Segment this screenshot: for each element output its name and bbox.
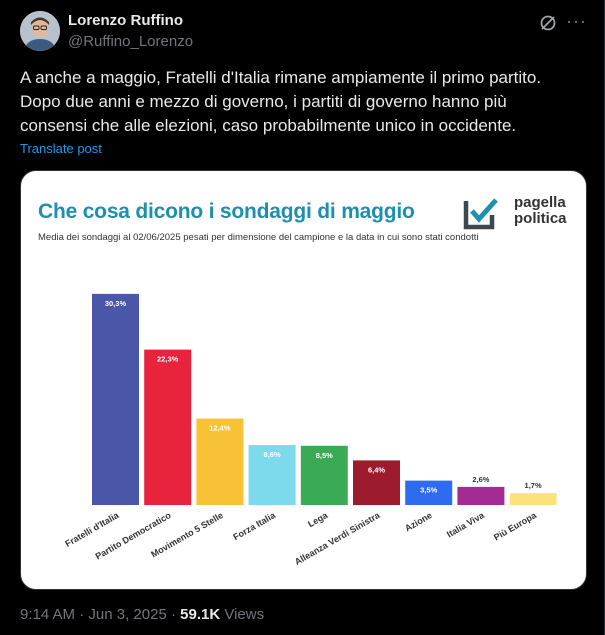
data-label: 22,3% (157, 355, 179, 364)
logo-line2: politica (514, 210, 567, 227)
translate-link[interactable]: Translate post (20, 141, 102, 156)
category-label: Alleanza Verdi Sinistra (293, 510, 382, 567)
tweet-footer: 9:14 AM · Jun 3, 2025 · 59.1K Views (20, 606, 264, 623)
bar (144, 349, 192, 505)
data-label: 12,4% (209, 424, 231, 433)
avatar-image (20, 11, 60, 51)
media-image[interactable]: Che cosa dicono i sondaggi di maggio Med… (20, 170, 587, 590)
bar (509, 493, 557, 505)
bar (405, 480, 453, 505)
bar (353, 460, 400, 505)
data-label: 8,5% (316, 451, 333, 460)
author-handle[interactable]: @Ruffino_Lorenzo (68, 33, 194, 50)
views-count: 59.1K (180, 606, 221, 623)
data-label: 30,3% (105, 299, 127, 308)
category-label: Più Europa (492, 510, 539, 543)
data-label: 3,5% (420, 486, 437, 495)
pagella-politica-logo-icon (463, 198, 498, 230)
more-icon[interactable]: ··· (566, 11, 587, 31)
data-label: 2,6% (472, 475, 489, 484)
chart-title: Che cosa dicono i sondaggi di maggio (38, 200, 415, 223)
post-date[interactable]: Jun 3, 2025 (88, 606, 167, 623)
grok-icon[interactable] (538, 13, 558, 33)
bar (248, 445, 296, 505)
data-label: 6,4% (368, 465, 385, 474)
category-label: Forza Italia (231, 510, 278, 543)
data-label: 1,7% (525, 481, 542, 490)
chart-subtitle: Media dei sondaggi al 02/06/2025 pesati … (38, 232, 479, 243)
category-label: Azione (403, 510, 434, 533)
bar (300, 445, 348, 505)
post-time[interactable]: 9:14 AM (20, 606, 76, 623)
author-name[interactable]: Lorenzo Ruffino (68, 12, 183, 29)
data-label: 8,6% (264, 450, 281, 459)
category-label: Italia Viva (445, 510, 487, 540)
bar (457, 486, 505, 505)
views-label: Views (224, 606, 265, 623)
bar (92, 293, 139, 505)
pagella-politica-logo: pagella politica (462, 195, 582, 235)
tweet-text: A anche a maggio, Fratelli d'Italia rima… (20, 68, 542, 135)
bar (196, 418, 244, 505)
category-label: Lega (306, 510, 330, 530)
separator: · (170, 606, 176, 623)
logo-line1: pagella (514, 194, 566, 211)
avatar[interactable] (20, 11, 60, 51)
separator: · (79, 606, 85, 623)
logo-text: pagella politica (514, 195, 567, 227)
